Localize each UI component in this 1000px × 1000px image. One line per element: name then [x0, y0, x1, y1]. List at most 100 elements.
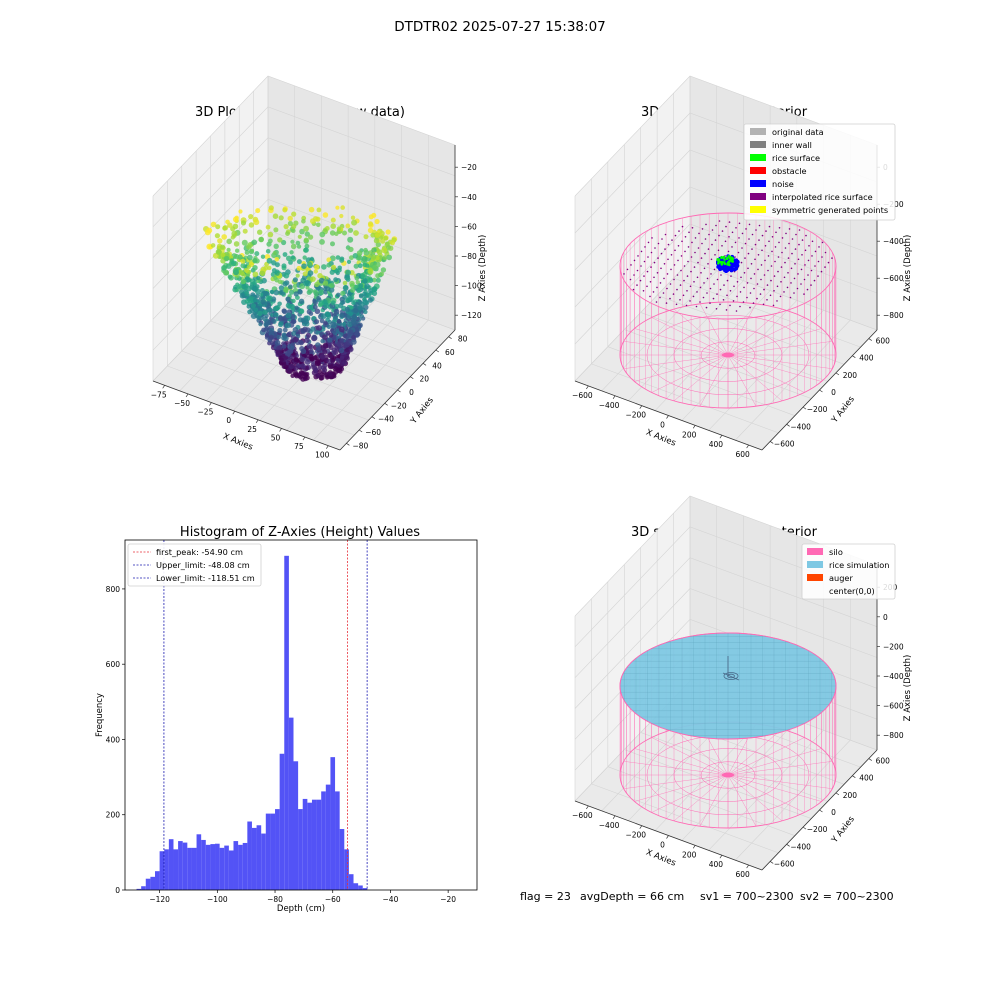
y-tick-label: 0	[409, 388, 414, 397]
data-point	[335, 255, 341, 260]
classify-plot-ylabel: Y Axies	[829, 394, 857, 426]
interpolated-point	[745, 228, 747, 230]
x-tick-mark	[692, 425, 696, 429]
data-point	[350, 215, 356, 220]
interpolated-point	[726, 279, 729, 282]
data-point	[282, 335, 289, 342]
data-point	[319, 231, 326, 238]
data-point	[223, 269, 229, 276]
data-point	[233, 241, 240, 247]
interpolated-point	[673, 264, 676, 266]
interpolated-point	[781, 237, 784, 239]
interpolated-point	[748, 238, 750, 240]
data-point	[326, 257, 332, 263]
z-tick-label: 0	[883, 613, 888, 622]
interpolated-point	[684, 236, 687, 238]
data-point	[302, 255, 307, 260]
data-point	[291, 298, 296, 304]
interpolated-point	[777, 256, 780, 258]
x-tick-label: 50	[271, 433, 281, 442]
data-point	[240, 272, 246, 277]
legend-label: center(0,0)	[829, 586, 875, 596]
interpolated-point	[824, 251, 827, 254]
data-point	[270, 340, 276, 346]
interpolated-point	[767, 255, 770, 257]
legend-label: first_peak: -54.90 cm	[156, 547, 243, 557]
data-point	[265, 224, 271, 230]
data-point	[323, 302, 329, 309]
data-point	[246, 285, 252, 292]
interpolated-point	[710, 273, 712, 275]
interpolated-point	[739, 305, 741, 308]
y-tick-label: 400	[859, 354, 874, 363]
y-tick-mark	[835, 792, 840, 796]
data-point	[282, 327, 288, 333]
x-tick-label: 200	[682, 430, 697, 439]
data-point	[302, 271, 308, 277]
interpolated-point	[706, 277, 709, 280]
data-point	[248, 214, 254, 220]
histogram-bar	[251, 827, 257, 890]
silo-floor-ring	[646, 315, 810, 395]
data-point	[332, 315, 338, 321]
interpolated-point	[741, 247, 743, 249]
interpolated-point	[696, 276, 699, 279]
interpolated-point	[678, 230, 680, 232]
data-point	[339, 213, 344, 219]
interpolated-point	[705, 223, 707, 226]
y-tick-mark	[410, 376, 414, 379]
data-point	[330, 223, 337, 229]
interpolated-point	[699, 286, 702, 289]
data-point	[316, 207, 322, 213]
data-point	[287, 220, 293, 227]
data-point	[226, 247, 231, 252]
z-tick-label: −80	[461, 252, 477, 261]
data-point	[319, 354, 326, 360]
interpolated-point	[768, 225, 771, 228]
interpolated-point	[752, 302, 755, 304]
data-point	[303, 247, 309, 253]
interpolated-point	[623, 273, 625, 275]
data-point	[316, 296, 321, 301]
interpolated-point	[774, 246, 777, 248]
interpolated-point	[702, 296, 705, 299]
data-point	[375, 255, 380, 261]
data-point	[329, 255, 336, 262]
x-tick-mark	[586, 805, 589, 810]
data-point	[379, 271, 384, 277]
grid-line	[574, 260, 878, 382]
interpolated-point	[784, 247, 787, 249]
interpolated-point	[687, 246, 690, 248]
data-point	[240, 279, 246, 285]
data-point	[258, 322, 263, 327]
x-tick-label: −40	[383, 895, 399, 904]
simulation-plot-zlabel: Z Axies (Depth)	[903, 655, 913, 722]
classify-interpolated-points	[623, 220, 833, 312]
grid-line	[624, 749, 812, 819]
interpolated-point	[644, 246, 646, 248]
data-point	[301, 263, 307, 270]
y-tick-mark	[802, 406, 807, 410]
data-point	[268, 330, 274, 336]
interpolated-point	[649, 281, 652, 283]
interpolated-point	[785, 232, 787, 235]
data-point	[283, 224, 289, 230]
data-point	[313, 264, 320, 270]
data-point	[322, 334, 328, 340]
histogram-bar	[275, 809, 280, 890]
histogram-bar	[145, 878, 151, 890]
histogram-frame	[124, 539, 478, 891]
interpolated-point	[754, 258, 756, 261]
x-tick-label: 0	[660, 421, 665, 430]
data-point	[310, 326, 316, 332]
simulation-plot-xlabel: X Axies	[644, 848, 677, 869]
data-point	[342, 333, 347, 339]
grid-line	[735, 739, 851, 861]
y-tick-label: −400	[790, 842, 811, 851]
data-point	[325, 375, 330, 380]
data-point	[286, 332, 291, 337]
x-tick-mark	[692, 845, 696, 849]
data-point	[281, 239, 287, 246]
raw-plot-points	[203, 205, 398, 382]
interpolated-point	[749, 292, 752, 294]
